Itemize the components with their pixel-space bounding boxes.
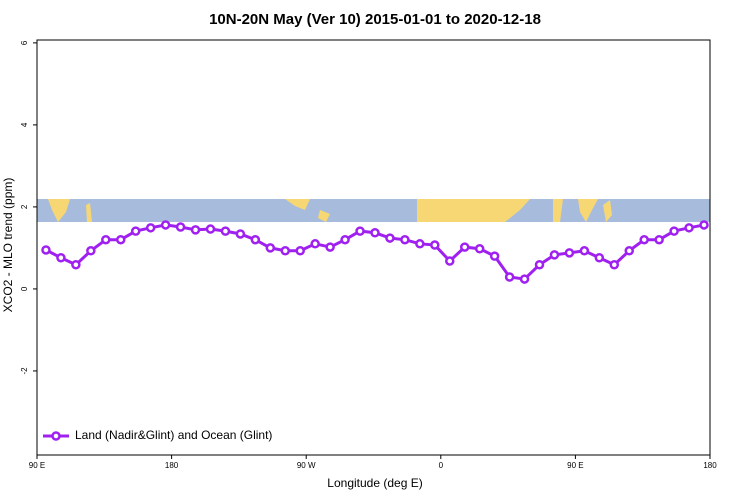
data-point: [325, 242, 335, 252]
data-point: [265, 243, 276, 253]
data-point: [56, 253, 66, 263]
x-tick-label: 180: [703, 461, 717, 470]
data-point: [400, 234, 410, 245]
y-tick-label: 0: [20, 286, 29, 291]
x-tick-label: 90 E: [567, 461, 583, 470]
data-point: [355, 226, 365, 236]
data-point: [474, 243, 485, 254]
data-point: [295, 246, 305, 256]
x-tick-label: 90 E: [29, 461, 45, 470]
data-point: [579, 246, 590, 256]
x-tick-label: 0: [439, 461, 444, 470]
data-point: [235, 229, 246, 239]
data-point: [430, 240, 440, 250]
data-point: [624, 246, 634, 256]
data-point: [250, 234, 261, 245]
data-point: [519, 274, 530, 284]
data-point: [699, 220, 709, 230]
data-point: [310, 239, 320, 249]
data-point: [145, 223, 156, 233]
data-point: [280, 246, 291, 256]
data-point: [684, 223, 694, 233]
data-point: [370, 227, 380, 238]
data-point: [459, 242, 470, 252]
data-point: [504, 272, 515, 282]
chart-title: 10N-20N May (Ver 10) 2015-01-01 to 2020-…: [209, 11, 541, 28]
data-point: [116, 234, 126, 245]
plot-frame: [36, 39, 711, 456]
data-point: [609, 259, 620, 270]
data-point: [415, 239, 425, 249]
data-point: [669, 226, 679, 236]
data-point: [220, 226, 231, 236]
legend-label: Land (Nadir&Glint) and Ocean (Glint): [75, 428, 272, 442]
x-tick-label: 90 W: [297, 461, 316, 470]
x-axis-label: Longitude (deg E): [327, 476, 422, 490]
data-point: [594, 253, 605, 263]
data-point: [654, 234, 664, 245]
y-tick-label: 6: [20, 40, 29, 45]
y-axis-label: XCO2 - MLO trend (ppm): [1, 178, 15, 313]
data-point: [205, 224, 216, 234]
legend-marker: [51, 431, 61, 441]
data-point: [41, 245, 51, 255]
y-tick-label: -2: [20, 367, 29, 375]
data-point: [130, 226, 141, 236]
map-band: [37, 199, 710, 222]
y-tick-label: 2: [20, 204, 29, 209]
data-point: [86, 246, 96, 256]
y-tick-label: 4: [20, 122, 29, 127]
x-tick-label: 180: [165, 461, 179, 470]
data-point: [564, 248, 575, 258]
data-point: [489, 251, 500, 261]
data-point: [340, 234, 350, 245]
data-point: [71, 259, 81, 270]
data-point: [639, 234, 649, 245]
data-point: [175, 222, 186, 232]
data-point: [160, 220, 171, 230]
data-point: [190, 225, 201, 235]
data-point: [534, 259, 545, 270]
data-point: [445, 256, 455, 266]
data-point: [385, 233, 395, 243]
data-point: [549, 250, 560, 260]
data-point: [101, 234, 111, 245]
